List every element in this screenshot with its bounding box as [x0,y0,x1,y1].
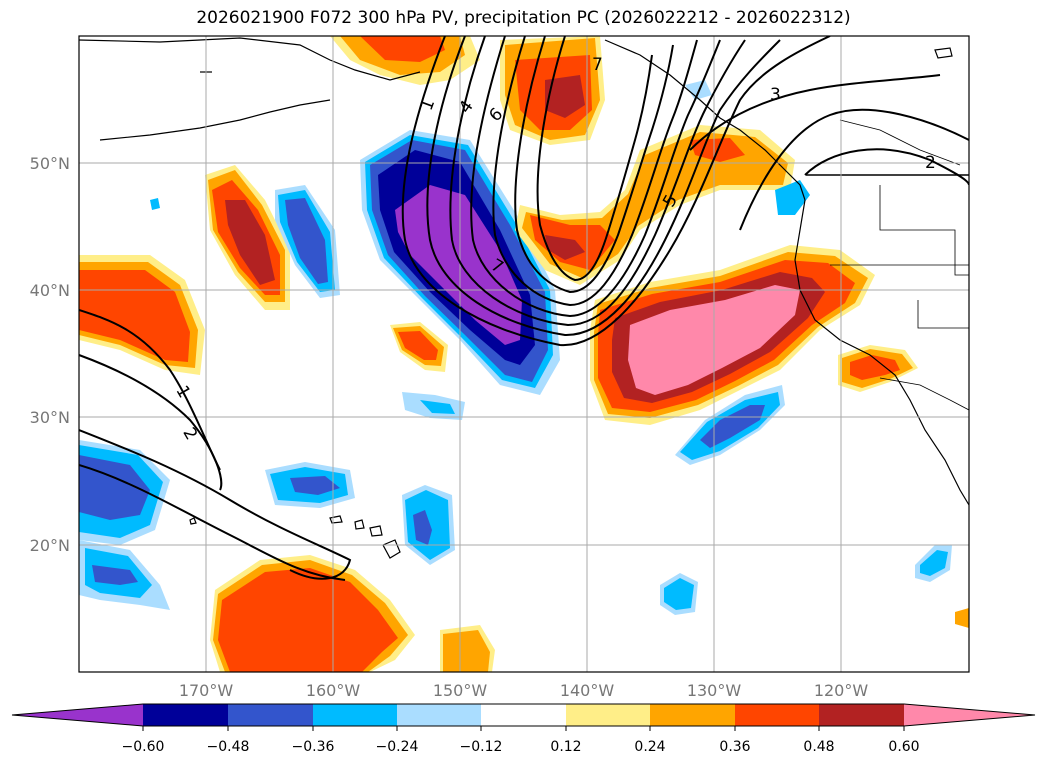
precip-anomaly-gulf-band [515,125,795,285]
precip-anomaly-west-blue [275,185,340,298]
colorbar-tick-7: 0.36 [719,739,750,755]
hawaii-islands [189,515,401,559]
precip-anomaly-dateline [79,255,205,375]
lon-label-120: 120°W [814,681,869,700]
colorbar-bin-pos036 [735,704,819,726]
colorbar-tick-2: −0.36 [292,739,335,755]
lon-label-160: 160°W [306,681,361,700]
colorbar-bin-pos024 [650,704,735,726]
precip-anomaly-blue-east [675,385,785,465]
colorbar-bin-pos012 [566,704,650,726]
precip-anomaly-blue-southwest [79,440,170,610]
precip-anomaly-gulf-alaska [500,36,605,145]
map-content: 1 4 6 7 7 5 3 2 1 2 [79,36,969,672]
precip-anomaly-north-pacific [330,36,480,85]
lon-label-150: 150°W [433,681,488,700]
colorbar-tick-6: 0.24 [634,739,665,755]
lon-label-140: 140°W [560,681,615,700]
precip-anomaly-small-orange [390,322,448,372]
latitude-labels: 50°N 40°N 30°N 20°N [30,154,70,555]
colorbar-tick-9: 0.60 [888,739,919,755]
colorbar-bin-pos048 [819,704,904,726]
colorbar-extend-low [12,704,143,726]
precip-anomaly-small-blue [402,392,465,420]
precip-anomaly-south-orange [210,555,415,672]
colorbar-bin-neg036 [313,704,397,726]
lat-label-30: 30°N [30,408,70,427]
pv-contours [79,36,969,581]
colorbar-tick-8: 0.48 [803,739,834,755]
map-frame [78,35,970,673]
contour-label-3: 3 [770,85,781,105]
precip-anomaly-coast [838,345,918,392]
colorbar-tick-0: −0.60 [122,739,165,755]
graticule [79,36,969,672]
contour-label-7-north: 7 [592,55,603,75]
colorbar: −0.60 −0.48 −0.36 −0.24 −0.12 0.12 0.24 … [11,703,1036,755]
precip-anomaly-blue-hawaii-n [265,462,355,508]
colorbar-extend-high [904,704,1035,726]
lon-label-130: 130°W [687,681,742,700]
lat-label-20: 20°N [30,536,70,555]
colorbar-bin-neg024 [397,704,481,726]
contour-label-2-east: 2 [925,153,936,173]
colorbar-tick-3: −0.24 [376,739,419,755]
colorbar-bin-neutral [481,704,566,726]
colorbar-tick-1: −0.48 [207,739,250,755]
precip-anomaly-west-red [205,165,290,310]
lon-label-170: 170°W [179,681,234,700]
colorbar-bin-neg060 [143,704,228,726]
colorbar-tick-5: 0.12 [550,739,581,755]
lat-label-50: 50°N [30,154,70,173]
precip-anomaly-south-small [440,625,495,672]
colorbar-bin-neg048 [228,704,313,726]
map-title: 2026021900 F072 300 hPa PV, precipitatio… [196,8,851,28]
lat-label-40: 40°N [30,281,70,300]
colorbar-tick-4: −0.12 [460,739,503,755]
longitude-labels: 170°W 160°W 150°W 140°W 130°W 120°W [179,681,869,700]
